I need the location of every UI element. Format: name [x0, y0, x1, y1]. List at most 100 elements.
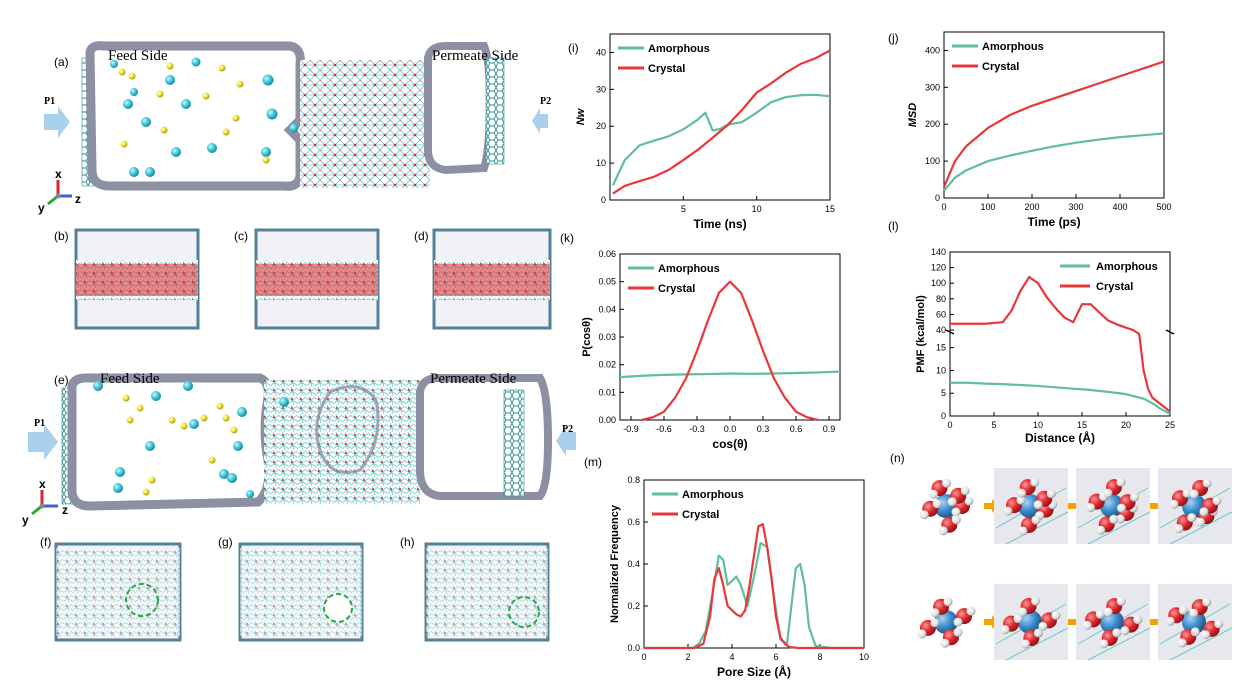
- x-tick-label-m: 0: [641, 652, 646, 662]
- feed-side-label: Feed Side: [108, 48, 168, 64]
- water-hydrogen: [1020, 639, 1030, 649]
- cross-section-b: [74, 228, 200, 330]
- graphene-wall-right-e: [503, 389, 525, 497]
- water-hydrogen: [1000, 625, 1010, 635]
- pressure-arrow-p2-e-icon: [556, 426, 576, 456]
- water-hydrogen: [1018, 607, 1028, 617]
- legend-label-j-0: Amorphous: [982, 41, 1044, 53]
- y-tick-label-i: 20: [596, 121, 606, 131]
- pore-surface: [315, 385, 380, 474]
- cross-sections-bcd: (b) (c) (d): [54, 228, 552, 330]
- water-hydrogen: [930, 618, 940, 628]
- legend-label-m-1: Crystal: [682, 509, 719, 521]
- membrane-amorphous: [264, 380, 420, 504]
- x-axis-label-i: Time (ns): [693, 217, 746, 231]
- plot-frame-j: [943, 31, 1165, 199]
- water-hydrogen: [947, 497, 957, 507]
- ions-e: [93, 381, 289, 498]
- permeate-reservoir-e: [416, 374, 553, 500]
- water-hydrogen: [1177, 638, 1187, 648]
- water-hydrogen: [1195, 517, 1205, 527]
- water-hydrogen: [930, 608, 940, 618]
- water-hydrogen: [1095, 609, 1105, 619]
- cross-sections-fgh: (f) (g) (h): [40, 535, 550, 642]
- x-tick-label-k: -0.3: [689, 424, 705, 434]
- water-hydrogen: [1115, 514, 1125, 524]
- x-tick-label-k: 0.0: [724, 424, 737, 434]
- x-tick-label-i: 15: [825, 204, 835, 214]
- axes-triad-a-icon: x z y: [38, 167, 81, 215]
- plot-frame-m: [643, 479, 865, 649]
- series-line-j-1: [942, 60, 1165, 188]
- water-hydrogen: [1109, 514, 1119, 524]
- series-line-m-1: [644, 522, 864, 650]
- y-tick-label-k: 0.02: [598, 360, 616, 370]
- water-hydrogen: [1189, 489, 1199, 499]
- cross-section-d: [432, 228, 552, 330]
- p1-label: P1: [44, 96, 55, 107]
- chart-l-pmf: 0 5 10 15 20 25406080100120140051015Distance …: [915, 247, 1175, 445]
- legend-label-k-1: Crystal: [658, 283, 695, 295]
- water-hydrogen: [953, 617, 963, 627]
- water-hydrogen: [1112, 628, 1122, 638]
- series-line-l-1: [950, 275, 1171, 413]
- water-hydrogen: [1174, 524, 1184, 534]
- water-hydrogen: [1189, 608, 1199, 618]
- water-hydrogen: [1199, 507, 1209, 517]
- water-hydrogen: [1086, 503, 1096, 513]
- chart-j-msd: 0 100 200 300 400 500 0 100 200 300 400 Time (ps) MS…: [907, 31, 1172, 229]
- feed-side-label-e: Feed Side: [100, 371, 160, 387]
- x-tick-label-m: 10: [859, 652, 869, 662]
- water-hydrogen: [1013, 614, 1023, 624]
- y-tick-label-m: 0.2: [627, 601, 640, 611]
- x-axis-label-l: Distance (Å): [1025, 430, 1095, 445]
- axis-x-label: x: [55, 167, 62, 181]
- permeate-side-label-e: Permeate Side: [430, 371, 517, 387]
- x-tick-label-j: 300: [1068, 202, 1083, 212]
- water-hydrogen: [1187, 513, 1197, 523]
- water-hydrogen: [1031, 596, 1041, 606]
- cross-section-h: [424, 542, 550, 642]
- membrane-crystal: [300, 60, 430, 188]
- x-tick-label-l: 20: [1121, 420, 1131, 430]
- water-hydrogen: [951, 515, 961, 525]
- x-tick-label-j: 100: [980, 202, 995, 212]
- panel-label-b: (b): [54, 229, 69, 243]
- y-tick-label-k: 0.00: [598, 415, 616, 425]
- water-hydrogen: [1169, 499, 1179, 509]
- series-line-k-0: [619, 370, 841, 379]
- water-hydrogen: [1165, 616, 1175, 626]
- panel-label-l: (l): [888, 219, 899, 233]
- series-line-i-1: [612, 49, 831, 195]
- water-hydrogen: [919, 510, 929, 520]
- panel-label-h: (h): [400, 535, 415, 549]
- water-hydrogen: [1116, 596, 1126, 606]
- water-hydrogen: [1133, 615, 1143, 625]
- cross-section-f: [54, 542, 182, 642]
- x-tick-label-m: 6: [773, 652, 778, 662]
- axes-triad-e-icon: x z y: [22, 477, 68, 527]
- y-tick-label-m: 0.6: [627, 517, 640, 527]
- y-axis-label-k: P(cosθ): [581, 317, 593, 357]
- panel-label-c: (c): [234, 229, 248, 243]
- x-tick-label-i: 5: [681, 204, 686, 214]
- x-tick-label-j: 200: [1024, 202, 1039, 212]
- water-hydrogen: [1016, 495, 1026, 505]
- y-tick-label-i: 30: [596, 84, 606, 94]
- water-hydrogen: [942, 478, 952, 488]
- y-tick-label-k: 0.04: [598, 304, 616, 314]
- simulation-snapshot-e: (e) Feed Side Permeate Side P1 P2: [22, 371, 576, 527]
- y-tick-label-upper-l: 120: [931, 263, 946, 273]
- ions-a: [110, 57, 299, 177]
- panel-label-e: (e): [54, 373, 69, 387]
- x-axis-label-m: Pore Size (Å): [717, 664, 791, 679]
- y-tick-label-j: 200: [925, 119, 940, 129]
- x-tick-label-j: 0: [941, 202, 946, 212]
- axis-y-label-e: y: [22, 513, 29, 527]
- chart-i-water-count: 5 10 15 0 10 20 30 40 Time (ns) Nw Amorphous Crysta…: [575, 33, 835, 231]
- y-tick-label-k: 0.05: [598, 277, 616, 287]
- axis-break-right: [1165, 329, 1175, 335]
- y-axis-label-l: PMF (kcal/mol): [915, 295, 927, 373]
- x-tick-label-i: 10: [752, 204, 762, 214]
